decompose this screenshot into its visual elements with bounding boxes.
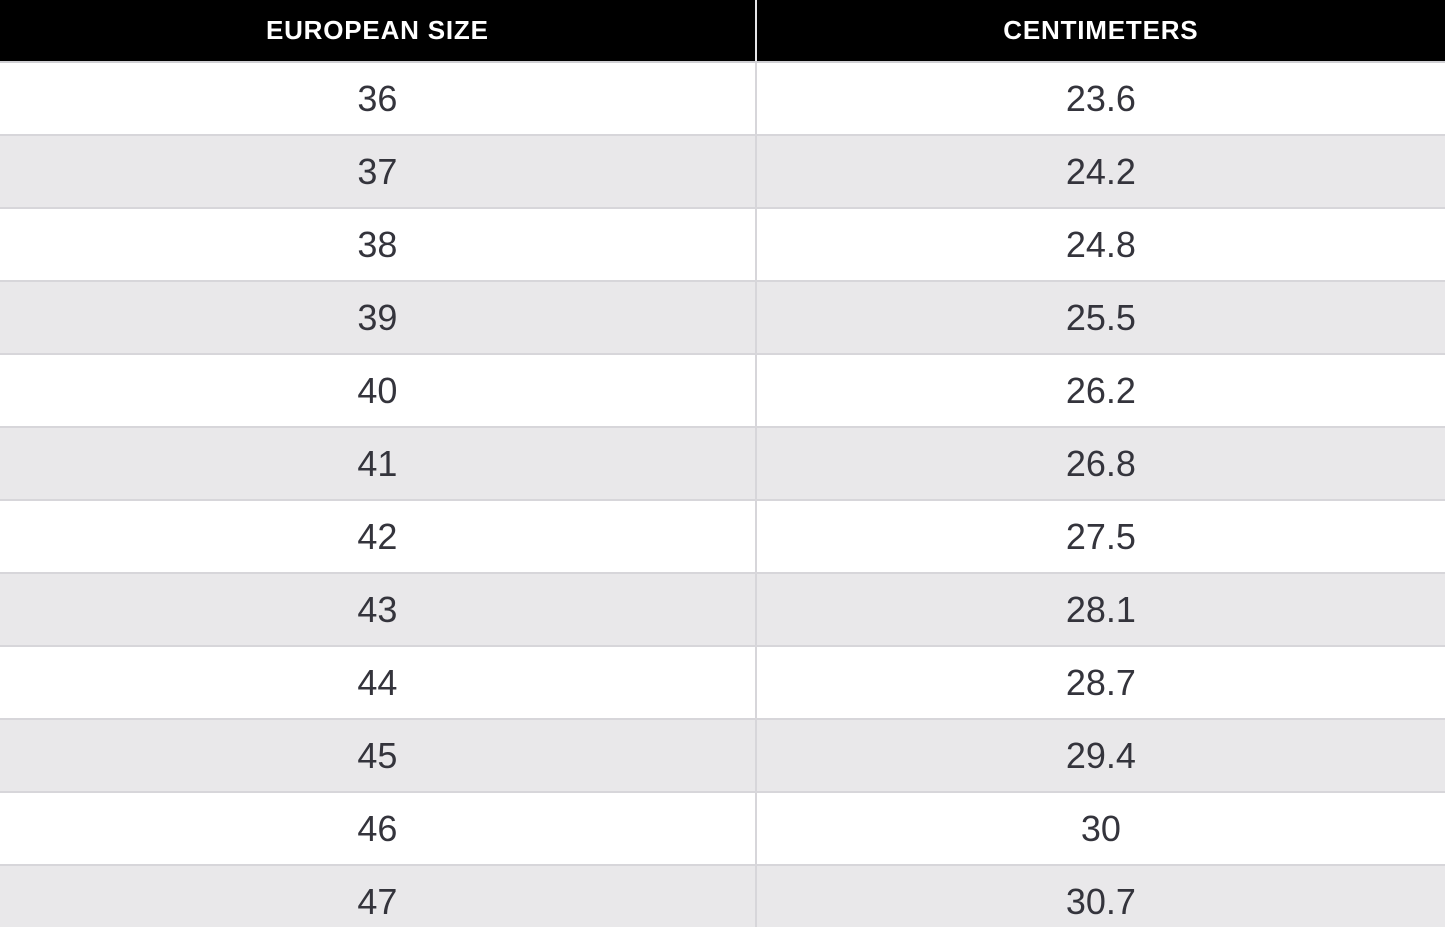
centimeters-cell: 30.7 [755,865,1445,927]
size-cell: 43 [0,573,757,647]
centimeters-cell: 23.6 [755,62,1445,136]
header-european-size: EUROPEAN SIZE [0,0,757,63]
size-cell: 40 [0,354,757,428]
size-cell: 38 [0,208,757,282]
table-row: 46 30 [0,792,1445,866]
size-cell: 36 [0,62,757,136]
centimeters-cell: 24.8 [755,208,1445,282]
table-row: 39 25.5 [0,281,1445,355]
centimeters-cell: 24.2 [755,135,1445,209]
table-row: 38 24.8 [0,208,1445,282]
size-cell: 47 [0,865,757,927]
size-cell: 46 [0,792,757,866]
header-centimeters: CENTIMETERS [755,0,1445,63]
centimeters-cell: 28.7 [755,646,1445,720]
centimeters-cell: 28.1 [755,573,1445,647]
centimeters-cell: 29.4 [755,719,1445,793]
centimeters-cell: 30 [755,792,1445,866]
centimeters-cell: 26.8 [755,427,1445,501]
table-row: 43 28.1 [0,573,1445,647]
table-row: 41 26.8 [0,427,1445,501]
table-body: 36 23.6 37 24.2 38 24.8 39 25.5 40 26.2 41 26.8 42 27… [0,62,1445,927]
table-row: 37 24.2 [0,135,1445,209]
size-cell: 45 [0,719,757,793]
size-cell: 39 [0,281,757,355]
table-row: 40 26.2 [0,354,1445,428]
table-row: 44 28.7 [0,646,1445,720]
size-cell: 42 [0,500,757,574]
size-cell: 44 [0,646,757,720]
table-row: 36 23.6 [0,62,1445,136]
table-row: 42 27.5 [0,500,1445,574]
size-cell: 37 [0,135,757,209]
table-row: 47 30.7 [0,865,1445,927]
centimeters-cell: 25.5 [755,281,1445,355]
size-cell: 41 [0,427,757,501]
centimeters-cell: 27.5 [755,500,1445,574]
table-header: EUROPEAN SIZE CENTIMETERS [0,0,1445,63]
table-row: 45 29.4 [0,719,1445,793]
header-row: EUROPEAN SIZE CENTIMETERS [0,0,1445,63]
centimeters-cell: 26.2 [755,354,1445,428]
